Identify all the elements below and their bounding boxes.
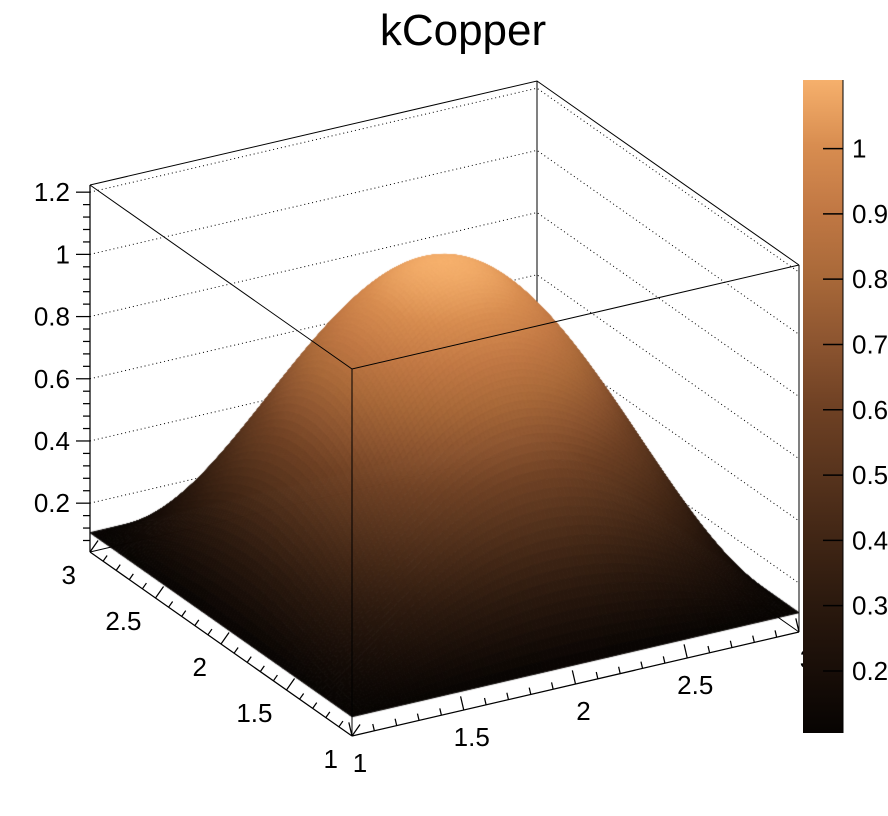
- svg-text:0.3: 0.3: [852, 591, 888, 621]
- svg-text:0.8: 0.8: [852, 264, 888, 294]
- z-axis: 1.2 1 0.8 0.6 0.4 0.2: [34, 177, 91, 552]
- svg-text:2: 2: [193, 652, 207, 682]
- svg-text:0.9: 0.9: [852, 199, 888, 229]
- svg-text:1: 1: [56, 239, 70, 269]
- svg-text:1.5: 1.5: [236, 698, 272, 728]
- box-front-edges: [89, 184, 800, 736]
- colorbar: 1 0.9 0.8 0.7 0.6 0.5 0.4 0.3 0.2: [803, 80, 888, 733]
- svg-text:3: 3: [62, 560, 76, 590]
- svg-text:0.7: 0.7: [852, 329, 888, 359]
- svg-text:0.2: 0.2: [852, 656, 888, 686]
- svg-text:0.6: 0.6: [852, 395, 888, 425]
- svg-text:0.8: 0.8: [34, 302, 70, 332]
- svg-text:2.5: 2.5: [677, 670, 713, 700]
- svg-text:0.6: 0.6: [34, 364, 70, 394]
- svg-text:1.5: 1.5: [454, 722, 490, 752]
- svg-text:2.5: 2.5: [105, 606, 141, 636]
- svg-text:1: 1: [852, 134, 866, 164]
- y-axis: 3 2.5 2 1.5 1: [62, 540, 361, 774]
- svg-text:1.2: 1.2: [34, 177, 70, 207]
- svg-text:2: 2: [576, 696, 590, 726]
- svg-text:1: 1: [324, 744, 338, 774]
- colorbar-gradient: [803, 80, 843, 733]
- svg-text:0.4: 0.4: [852, 525, 888, 555]
- svg-text:0.4: 0.4: [34, 426, 70, 456]
- svg-text:1: 1: [353, 748, 367, 778]
- x-axis: 11.522.53: [348, 618, 814, 778]
- svg-text:0.5: 0.5: [852, 460, 888, 490]
- svg-text:0.2: 0.2: [34, 488, 70, 518]
- plot-title: kCopper: [379, 6, 547, 55]
